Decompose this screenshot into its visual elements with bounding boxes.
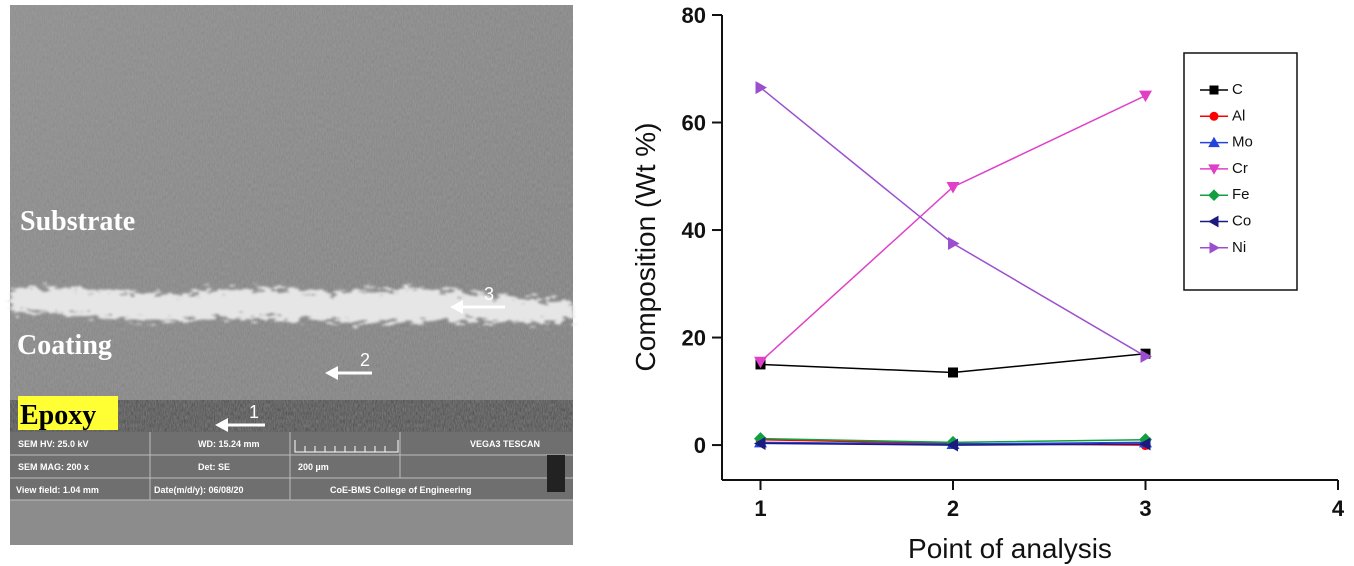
y-tick-label: 0 <box>694 433 706 458</box>
y-tick-label: 60 <box>682 111 706 136</box>
point-label: 2 <box>360 350 370 370</box>
legend-label: Mo <box>1232 134 1253 151</box>
legend-label: Cr <box>1232 160 1248 177</box>
y-tick-label: 80 <box>682 3 706 28</box>
x-tick-label: 1 <box>754 496 766 521</box>
info-text: VEGA3 TESCAN <box>470 439 540 449</box>
point-label: 3 <box>484 284 494 304</box>
marker <box>948 237 960 250</box>
y-tick-label: 40 <box>682 218 706 243</box>
region-label: Coating <box>17 330 112 361</box>
legend-label: Co <box>1232 212 1251 229</box>
x-axis-title: Point of analysis <box>908 533 1112 564</box>
info-text: Det: SE <box>198 462 230 472</box>
info-text: View field: 1.04 mm <box>16 485 99 495</box>
series-line <box>761 88 1146 357</box>
legend-label: Ni <box>1232 239 1246 256</box>
legend-marker <box>1210 86 1219 95</box>
info-text: SEM HV: 25.0 kV <box>18 439 89 449</box>
sem-image: SEM HV: 25.0 kV WD: 15.24 mm VEGA3 TESCA… <box>10 5 573 545</box>
logo <box>547 455 565 492</box>
info-text: Date(m/d/y): 06/08/20 <box>154 485 244 495</box>
info-text: 200 µm <box>298 462 329 472</box>
legend-label: Fe <box>1232 186 1250 203</box>
marker <box>948 367 958 377</box>
legend-label: Al <box>1232 107 1245 124</box>
figure: SEM HV: 25.0 kV WD: 15.24 mm VEGA3 TESCA… <box>0 0 1354 566</box>
info-text: WD: 15.24 mm <box>198 439 260 449</box>
info-text: SEM MAG: 200 x <box>18 462 89 472</box>
y-tick-label: 20 <box>682 326 706 351</box>
x-tick-label: 4 <box>1332 496 1345 521</box>
legend-label: C <box>1232 81 1243 98</box>
y-axis-title: Composition (Wt %) <box>630 123 661 372</box>
point-label: 1 <box>249 402 259 422</box>
marker <box>1139 91 1152 103</box>
region-label: Epoxy <box>20 400 96 431</box>
x-tick-label: 2 <box>947 496 959 521</box>
x-tick-label: 3 <box>1139 496 1151 521</box>
legend-marker <box>1210 112 1219 121</box>
info-text: CoE-BMS College of Engineering <box>330 485 472 495</box>
region-label: Substrate <box>20 206 135 237</box>
chart: Point of analysis Composition (Wt %) 0 20… <box>630 3 1345 564</box>
